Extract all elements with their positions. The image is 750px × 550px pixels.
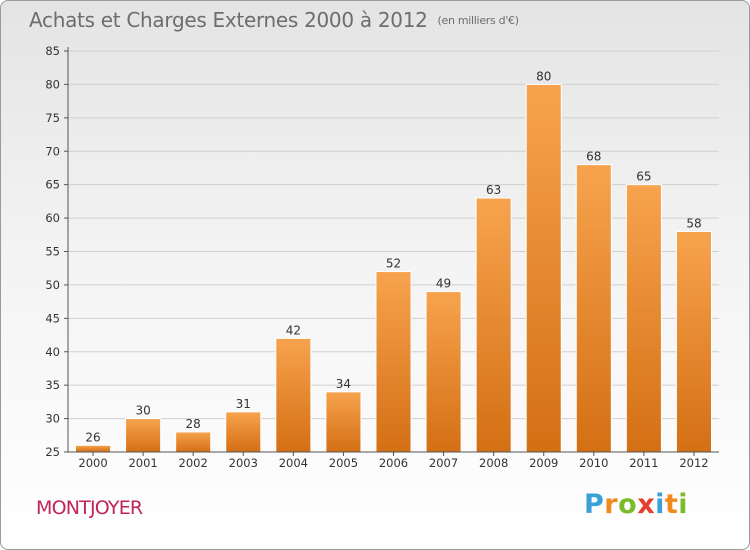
data-label: 30 (135, 404, 150, 418)
y-tick-label: 55 (45, 245, 60, 259)
y-tick-label: 60 (45, 211, 60, 225)
x-tick-label: 2012 (679, 456, 708, 470)
bar (375, 271, 412, 453)
commune-name: MONTJOYER (36, 497, 143, 519)
bar (575, 164, 612, 453)
data-label: 52 (386, 257, 401, 271)
x-tick-label: 2005 (329, 456, 358, 470)
x-tick-label: 2000 (78, 456, 107, 470)
bar (275, 337, 312, 453)
bar (525, 83, 562, 453)
y-tick-label: 70 (45, 144, 60, 158)
labels: 25 30 35 40 45 50 55 60 65 70 75 80 85 26 2000 30 2001 28… (45, 44, 708, 470)
chart-title: Achats et Charges Externes 2000 à 2012 (e… (29, 8, 519, 32)
data-label: 65 (636, 170, 651, 184)
axes (64, 47, 719, 456)
y-tick-label: 35 (45, 378, 60, 392)
bar (675, 230, 712, 453)
data-label: 31 (236, 397, 251, 411)
x-tick-label: 2007 (429, 456, 458, 470)
x-tick-label: 2009 (529, 456, 558, 470)
logo-letter: x (637, 489, 656, 520)
data-label: 68 (586, 150, 601, 164)
chart-subtitle: (en milliers d'€) (437, 14, 519, 27)
x-tick-label: 2011 (629, 456, 658, 470)
bar (225, 411, 262, 453)
y-tick-label: 80 (45, 77, 60, 91)
data-label: 42 (286, 323, 301, 337)
logo-letter: P (584, 489, 605, 520)
bar (625, 184, 662, 453)
y-tick-label: 30 (45, 412, 60, 426)
logo-letter: o (618, 489, 638, 520)
y-tick-label: 40 (45, 345, 60, 359)
bar (325, 391, 362, 453)
data-label: 63 (486, 183, 501, 197)
proxiti-logo: Proxiti (584, 489, 688, 520)
data-label: 58 (686, 216, 701, 230)
logo-letter: i (678, 489, 689, 520)
y-tick-label: 45 (45, 311, 60, 325)
y-tick-label: 65 (45, 178, 60, 192)
y-tick-label: 75 (45, 111, 60, 125)
data-label: 28 (186, 417, 201, 431)
bar (425, 291, 462, 453)
y-tick-label: 85 (45, 44, 60, 58)
data-label: 80 (536, 69, 551, 83)
x-tick-label: 2006 (379, 456, 408, 470)
data-label: 26 (85, 430, 100, 444)
x-tick-label: 2003 (229, 456, 258, 470)
bar (175, 431, 212, 453)
logo-letter: r (604, 489, 619, 520)
x-tick-label: 2008 (479, 456, 508, 470)
logo-letter: i (655, 489, 665, 520)
y-tick-label: 25 (45, 445, 60, 459)
logo-letter: t (664, 489, 679, 520)
x-tick-label: 2010 (579, 456, 608, 470)
x-tick-label: 2001 (128, 456, 157, 470)
x-tick-label: 2002 (179, 456, 208, 470)
bar (125, 418, 162, 453)
y-tick-label: 50 (45, 278, 60, 292)
bar (475, 197, 512, 453)
bar (75, 444, 112, 453)
title-text: Achats et Charges Externes 2000 à 2012 (29, 8, 428, 32)
data-label: 49 (436, 277, 451, 291)
data-label: 34 (336, 377, 351, 391)
x-tick-label: 2004 (279, 456, 308, 470)
